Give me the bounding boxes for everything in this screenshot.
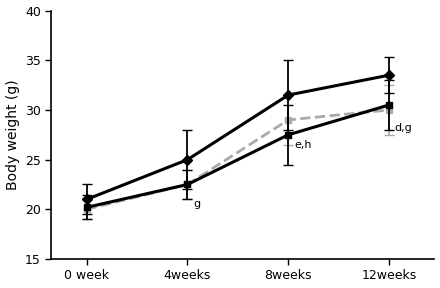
Text: d,g: d,g xyxy=(394,123,412,133)
Text: g: g xyxy=(194,199,201,209)
Y-axis label: Body weight (g): Body weight (g) xyxy=(6,79,19,190)
Text: e,h: e,h xyxy=(294,140,312,150)
